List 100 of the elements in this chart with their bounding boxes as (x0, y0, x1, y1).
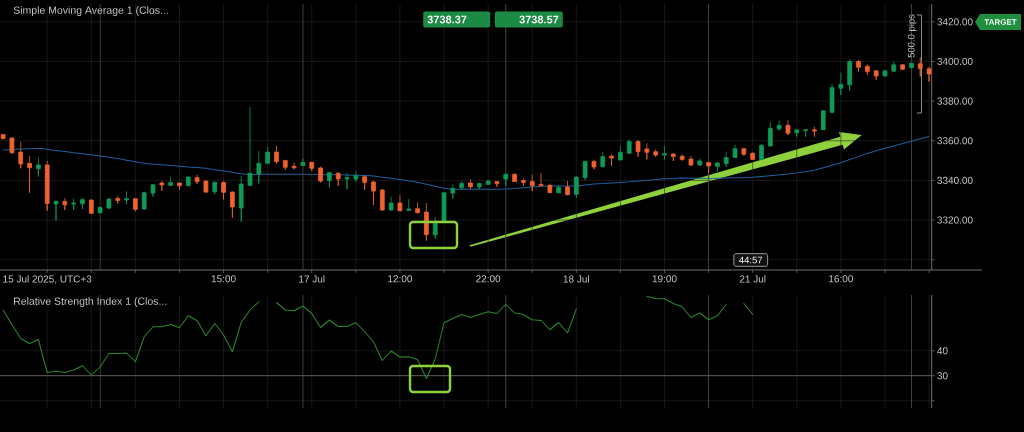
candlestick (538, 172, 544, 187)
annotation: 44:57 (739, 256, 763, 264)
candlestick (662, 145, 667, 160)
annotation: 3738.37 (427, 15, 467, 24)
candlestick (785, 119, 791, 136)
candlestick (653, 148, 659, 158)
candlestick (759, 143, 764, 161)
candlestick (406, 198, 412, 212)
candlestick (388, 196, 394, 212)
x-tick-label: 15 Jul 2025, UTC+3 (3, 275, 92, 284)
candlestick (670, 152, 676, 162)
candlestick (0, 133, 6, 140)
candlestick (247, 106, 253, 187)
candlestick (168, 176, 173, 187)
candlestick (36, 157, 41, 178)
candlestick (133, 198, 138, 212)
candlestick (274, 145, 279, 164)
candlestick (212, 180, 218, 195)
text: TARGET (984, 19, 1017, 25)
y-tick-label: 3420.00 (937, 18, 973, 26)
x-tick-label: 19:00 (652, 275, 677, 283)
candlestick (18, 141, 24, 169)
annotation: 500.0 pips (907, 14, 917, 58)
candlestick (327, 171, 332, 188)
candlestick (820, 109, 826, 131)
candlestick (600, 151, 606, 168)
candlestick (573, 175, 579, 199)
candlestick (882, 70, 888, 77)
candlestick (582, 159, 588, 181)
candlestick (371, 180, 376, 206)
chart-title: Relative Strength Index 1 (Clos... (14, 297, 167, 307)
candlestick (230, 190, 235, 219)
x-tick-label: 16:00 (829, 275, 853, 283)
candlestick (688, 155, 694, 167)
candlestick (856, 59, 861, 72)
y-tick-label: 3320.00 (937, 216, 973, 224)
candlestick (635, 139, 641, 158)
candlestick (397, 194, 403, 212)
candlestick (353, 170, 359, 182)
candlestick (468, 179, 473, 190)
candlestick (565, 180, 570, 196)
candlestick (776, 119, 782, 132)
candlestick (159, 180, 165, 192)
y-tick-label: 3340.00 (937, 176, 973, 184)
candlestick (62, 197, 68, 211)
x-tick-label: 22:00 (476, 275, 501, 283)
x-tick-label: 15:00 (211, 275, 236, 283)
candlestick (177, 181, 182, 191)
candlestick (344, 172, 350, 190)
candlestick (424, 202, 429, 242)
x-tick-label: 17 Jul (299, 275, 325, 283)
candlestick (80, 197, 85, 210)
candlestick (767, 121, 773, 148)
candlestick (115, 195, 121, 204)
candlestick (194, 174, 200, 185)
candlestick (282, 159, 288, 171)
candlestick (626, 138, 632, 155)
candlestick (503, 172, 509, 187)
candlestick (794, 129, 800, 137)
candlestick (97, 206, 103, 214)
y-tick-label: 30 (937, 372, 948, 380)
candlestick (53, 199, 59, 222)
candlestick (441, 191, 447, 224)
candlestick (838, 72, 844, 96)
candlestick (812, 126, 817, 137)
candlestick (379, 188, 385, 212)
y-tick-label: 3400.00 (937, 57, 973, 66)
candlestick (917, 56, 923, 77)
candlestick (529, 174, 535, 192)
candlestick (318, 166, 323, 183)
candlestick (459, 180, 465, 191)
candlestick (618, 145, 623, 161)
candlestick (309, 161, 315, 172)
candlestick (335, 171, 341, 187)
candlestick (556, 184, 562, 194)
candlestick (124, 190, 129, 205)
candlestick (909, 62, 914, 69)
candlestick (150, 183, 156, 198)
candlestick (732, 144, 738, 159)
candlestick (415, 202, 420, 214)
candlestick (44, 160, 50, 212)
y-tick-label: 3360.00 (937, 137, 973, 145)
candlestick (88, 199, 94, 215)
annotation: 3738.57 (519, 15, 559, 24)
candlestick (494, 180, 500, 188)
candlestick (679, 153, 685, 161)
x-tick-label: 18 Jul (563, 275, 589, 283)
candlestick (141, 191, 147, 210)
candlestick (300, 158, 306, 167)
candlestick (803, 128, 808, 137)
candlestick (450, 183, 456, 200)
candlestick (723, 151, 729, 168)
candlestick (27, 155, 32, 194)
candlestick (900, 63, 905, 71)
candlestick (926, 66, 932, 82)
candlestick (591, 159, 597, 170)
candlestick (697, 158, 703, 167)
candlestick (847, 58, 853, 92)
candlestick (476, 181, 482, 190)
candlestick (750, 151, 756, 161)
